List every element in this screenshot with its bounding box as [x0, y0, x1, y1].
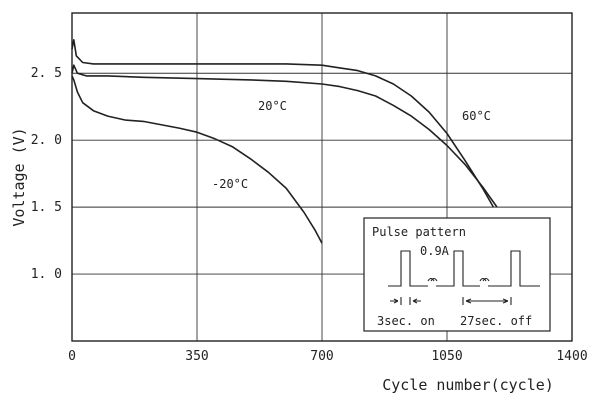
on-interval-arrow [390, 297, 421, 305]
x-tick-label: 1400 [556, 349, 587, 364]
series-line-60c [71, 38, 495, 208]
x-tick-label: 1050 [431, 349, 462, 364]
inset-on-label: 3sec. on [377, 314, 435, 328]
y-tick-label: 2. 0 [31, 133, 62, 148]
off-interval-arrow [462, 297, 512, 305]
plot-frame [71, 12, 573, 342]
y-tick-label: 2. 5 [31, 66, 62, 81]
pulse-waveform [388, 250, 540, 287]
x-tick-label: 0 [68, 349, 76, 364]
series-line-minus20c [71, 75, 323, 244]
inset-off-label: 27sec. off [460, 314, 532, 328]
series-lines [71, 38, 498, 244]
inset-current: 0.9A [420, 244, 450, 258]
x-tick-label: 700 [310, 349, 333, 364]
label-60c: 60°C [462, 109, 491, 123]
x-tick-label: 350 [185, 349, 208, 364]
y-tick-label: 1. 5 [31, 200, 62, 215]
break-marks [427, 277, 490, 282]
series-line-20c [71, 64, 498, 208]
label-20c: 20°C [258, 99, 287, 113]
inset-box [363, 217, 551, 332]
grid-lines [72, 13, 572, 341]
y-axis-title: Voltage (V) [10, 127, 28, 226]
inset-title: Pulse pattern [372, 225, 466, 239]
y-tick-label: 1. 0 [31, 267, 62, 282]
x-axis-title: Cycle number(cycle) [382, 376, 554, 394]
label-minus20c: -20°C [212, 177, 248, 191]
tick-labels: 0 350 700 1050 1400 1. 0 1. 5 2. 0 2. 5 [31, 66, 588, 364]
pulse-pattern-inset: Pulse pattern 0.9A 3sec. on 27sec. off [363, 217, 551, 332]
